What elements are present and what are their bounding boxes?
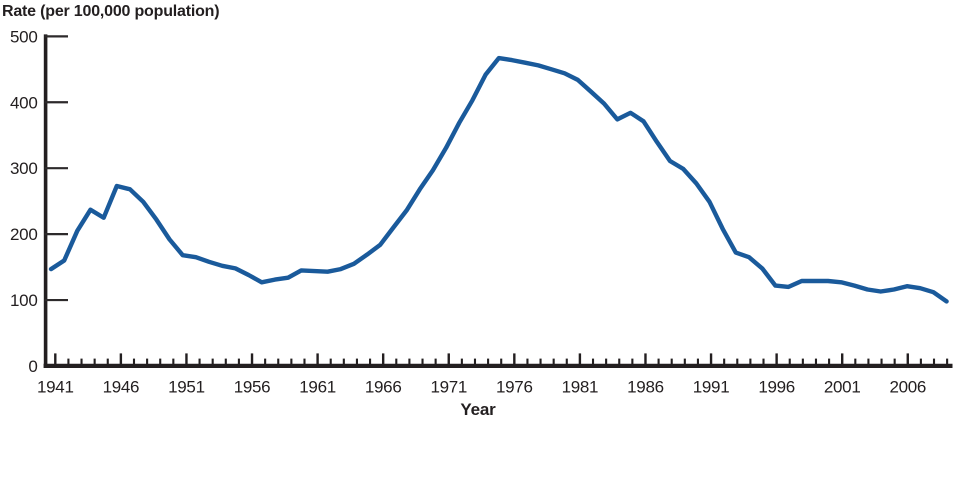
x-tick-label: 1981 (562, 378, 599, 397)
x-tick-label: 1951 (168, 378, 205, 397)
x-tick-label: 1986 (627, 378, 664, 397)
y-axis-tick-labels: 0 100 200 300 400 500 (10, 27, 38, 376)
x-tick-label: 2006 (889, 378, 926, 397)
x-tick-label: 1966 (365, 378, 402, 397)
y-tick-label: 500 (10, 27, 37, 46)
x-tick-label: 2001 (824, 378, 861, 397)
y-tick-label: 200 (10, 225, 37, 244)
y-tick-label: 0 (28, 357, 37, 376)
x-tick-label: 1961 (299, 378, 336, 397)
y-tick-label: 400 (10, 93, 37, 112)
x-tick-label: 1976 (496, 378, 533, 397)
y-tick-label: 300 (10, 159, 37, 178)
x-tick-label: 1991 (693, 378, 730, 397)
x-tick-label: 1946 (103, 378, 140, 397)
x-axis-title: Year (460, 400, 496, 419)
axes (43, 34, 953, 368)
x-tick-label: 1971 (430, 378, 467, 397)
x-tick-label: 1941 (37, 378, 74, 397)
x-tick-label: 1996 (758, 378, 795, 397)
y-tick-label: 100 (10, 291, 37, 310)
x-axis-tick-labels: 1941 1946 1951 1956 1961 1966 1971 1976 1981 1986… (37, 378, 926, 397)
y-axis-title: Rate (per 100,000 population) (2, 3, 220, 20)
x-tick-label: 1956 (234, 378, 271, 397)
x-axis-ticks (54, 353, 949, 366)
y-axis-ticks (44, 35, 68, 302)
rate-data-line (48, 55, 949, 304)
